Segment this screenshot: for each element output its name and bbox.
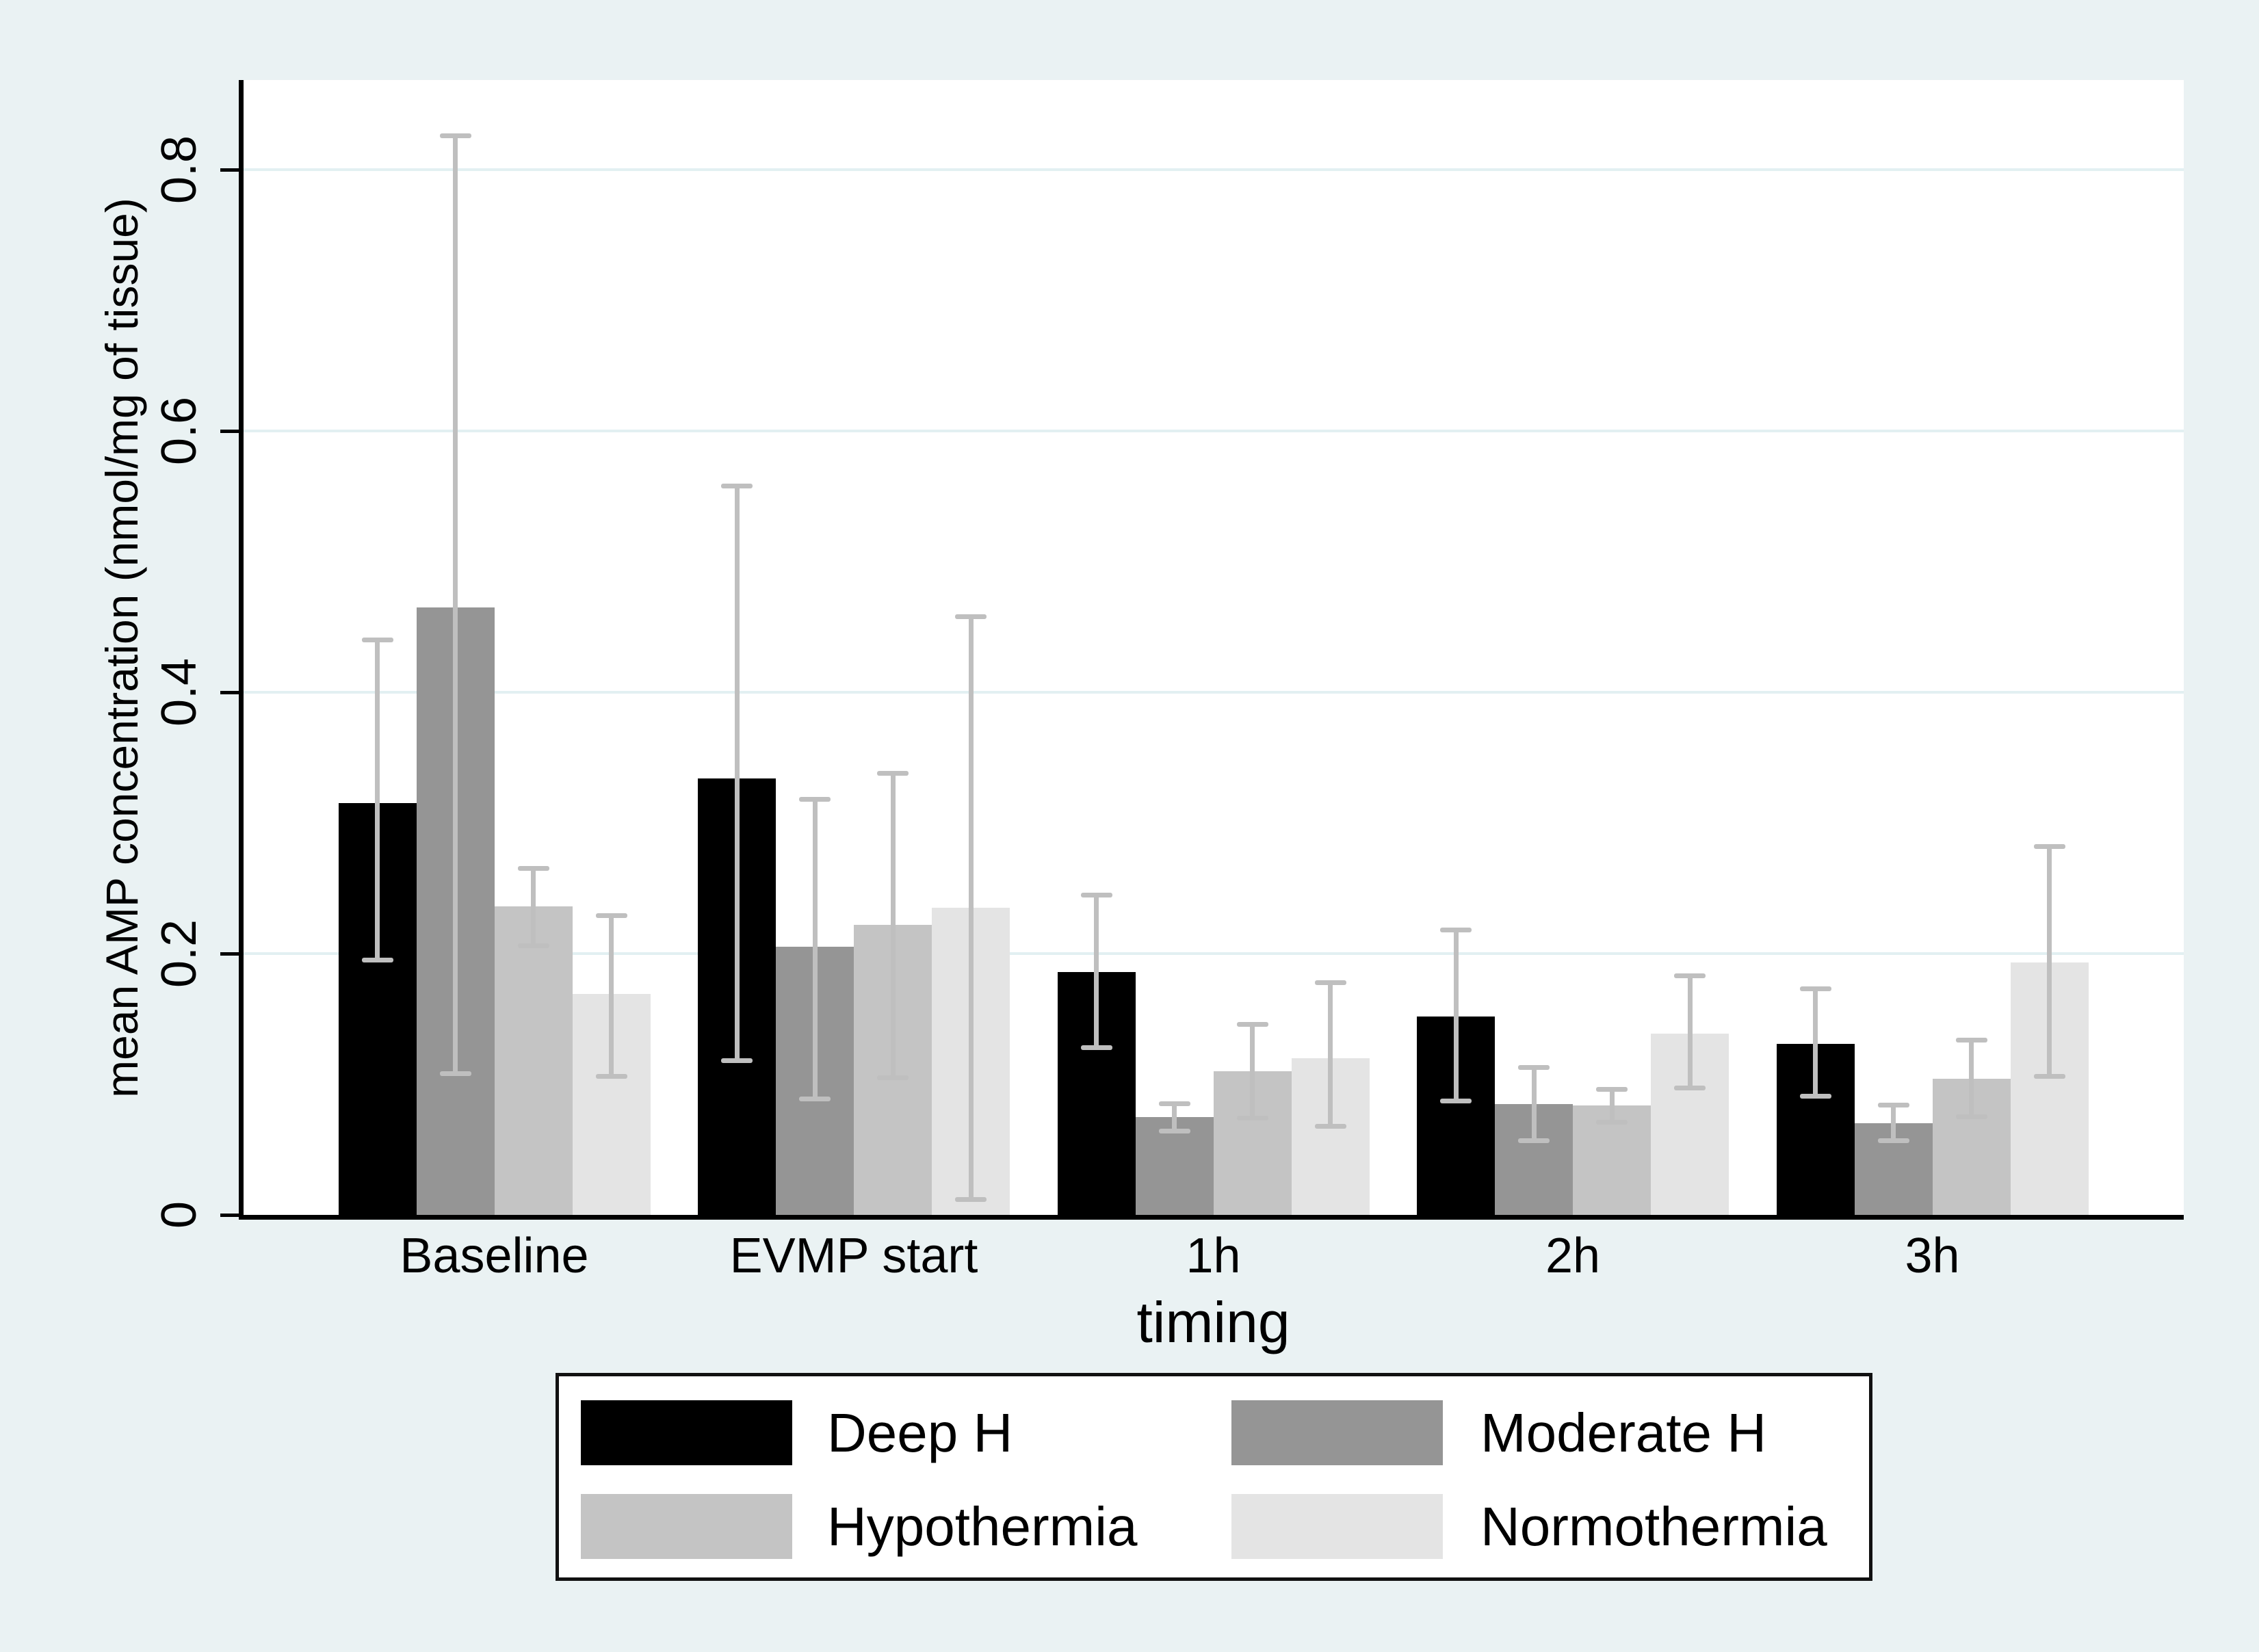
error-cap-top	[517, 866, 549, 871]
legend-swatch-normothermia	[1231, 1494, 1443, 1559]
error-bar-moderate-h-1h	[1172, 1103, 1177, 1131]
error-bar-hypothermia-3h	[1969, 1040, 1974, 1117]
error-cap-bottom	[955, 1196, 987, 1202]
y-axis-line	[239, 80, 244, 1220]
error-cap-top	[1877, 1103, 1909, 1108]
error-bar-deep-h-3h	[1813, 988, 1818, 1097]
error-bar-moderate-h-baseline	[453, 135, 458, 1074]
error-cap-top	[2033, 843, 2065, 849]
error-bar-deep-h-2h	[1453, 930, 1459, 1101]
error-cap-bottom	[1674, 1086, 1706, 1091]
error-cap-bottom	[1236, 1116, 1268, 1121]
x-category-label-2h: 2h	[1545, 1229, 1601, 1283]
y-tick-0.2	[220, 952, 239, 956]
error-cap-top	[721, 483, 753, 488]
legend-label-hypothermia: Hypothermia	[827, 1495, 1138, 1557]
gridline-0.6	[244, 430, 2184, 432]
y-tick-0.8	[220, 168, 239, 172]
error-cap-bottom	[2033, 1074, 2065, 1079]
bar-hypothermia-baseline	[494, 906, 573, 1215]
error-bar-deep-h-baseline	[375, 640, 380, 960]
legend-label-deep-h: Deep H	[827, 1402, 1013, 1463]
error-cap-top	[955, 614, 987, 619]
error-cap-bottom	[439, 1071, 471, 1077]
error-cap-top	[1440, 928, 1472, 933]
y-tick-label-0.8: 0.8	[152, 135, 207, 205]
plot-area	[244, 80, 2184, 1215]
error-cap-top	[799, 797, 831, 802]
error-bar-hypothermia-baseline	[531, 868, 536, 946]
gridline-0.4	[244, 691, 2184, 694]
y-tick-label-0.2: 0.2	[152, 919, 207, 988]
error-bar-moderate-h-2h	[1531, 1067, 1537, 1141]
error-cap-top	[595, 913, 627, 919]
error-cap-top	[1799, 986, 1831, 992]
error-cap-top	[877, 770, 909, 776]
error-cap-bottom	[1518, 1138, 1550, 1143]
error-cap-bottom	[517, 943, 549, 949]
x-axis-title: timing	[1136, 1290, 1290, 1354]
error-bar-normothermia-evmp-start	[968, 616, 974, 1200]
legend-label-moderate-h: Moderate H	[1480, 1402, 1766, 1463]
error-bar-moderate-h-evmp-start	[812, 799, 818, 1099]
error-cap-bottom	[1799, 1093, 1831, 1099]
error-bar-normothermia-1h	[1328, 982, 1333, 1127]
error-cap-bottom	[595, 1074, 627, 1079]
y-tick-label-0.4: 0.4	[152, 657, 207, 727]
legend-swatch-moderate-h	[1231, 1400, 1443, 1465]
y-tick-label-0.6: 0.6	[152, 396, 207, 466]
legend: Deep H Moderate H Hypothermia Normothermia	[556, 1373, 1872, 1581]
legend-swatch-hypothermia	[581, 1494, 792, 1559]
error-bar-deep-h-1h	[1094, 895, 1099, 1048]
x-category-label-baseline: Baseline	[400, 1229, 589, 1283]
error-cap-bottom	[1955, 1114, 1987, 1120]
error-cap-top	[1158, 1101, 1190, 1107]
error-cap-top	[439, 133, 471, 138]
error-bar-normothermia-baseline	[609, 915, 614, 1077]
error-cap-top	[1518, 1064, 1550, 1070]
x-category-label-1h: 1h	[1186, 1229, 1241, 1283]
error-bar-moderate-h-3h	[1891, 1105, 1896, 1141]
error-cap-top	[1314, 980, 1346, 985]
error-bar-hypothermia-evmp-start	[890, 773, 896, 1078]
error-cap-bottom	[1596, 1119, 1628, 1125]
error-cap-bottom	[799, 1096, 831, 1101]
y-tick-0.6	[220, 429, 239, 433]
error-cap-top	[1236, 1021, 1268, 1027]
error-bar-normothermia-3h	[2047, 846, 2052, 1077]
x-category-label-3h: 3h	[1905, 1229, 1960, 1283]
error-bar-hypothermia-1h	[1250, 1024, 1255, 1118]
gridline-0.2	[244, 952, 2184, 955]
error-cap-top	[1596, 1087, 1628, 1092]
error-cap-bottom	[361, 958, 393, 963]
error-cap-top	[1674, 973, 1706, 978]
legend-label-normothermia: Normothermia	[1480, 1495, 1827, 1557]
y-tick-label-0: 0	[152, 1201, 207, 1229]
error-cap-top	[1955, 1037, 1987, 1043]
error-cap-top	[361, 638, 393, 643]
error-cap-bottom	[877, 1075, 909, 1080]
legend-swatch-deep-h	[581, 1400, 792, 1465]
error-cap-bottom	[1440, 1099, 1472, 1104]
error-cap-bottom	[1314, 1123, 1346, 1129]
error-cap-bottom	[1080, 1045, 1112, 1051]
error-cap-bottom	[1877, 1138, 1909, 1143]
error-cap-bottom	[721, 1058, 753, 1064]
gridline-0.8	[244, 168, 2184, 171]
error-bar-hypothermia-2h	[1609, 1089, 1615, 1123]
error-cap-bottom	[1158, 1129, 1190, 1134]
y-axis-title: mean AMP concentration (nmol/mg of tissu…	[96, 197, 147, 1098]
error-bar-deep-h-evmp-start	[734, 486, 740, 1061]
x-category-label-evmp-start: EVMP start	[729, 1229, 978, 1283]
error-cap-top	[1080, 892, 1112, 897]
error-bar-normothermia-2h	[1687, 975, 1693, 1088]
y-tick-0.4	[220, 690, 239, 694]
x-axis-line	[239, 1215, 2184, 1220]
y-tick-0	[220, 1213, 239, 1217]
